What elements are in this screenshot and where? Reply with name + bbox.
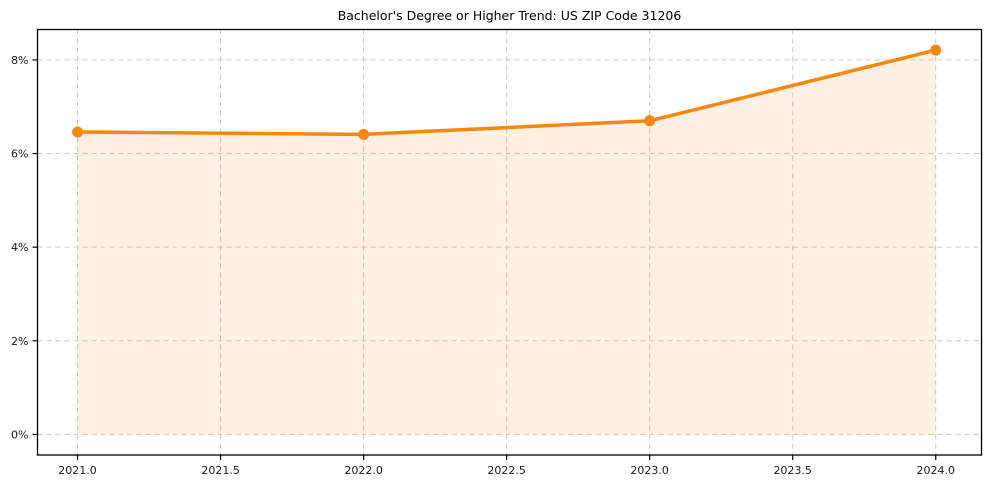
series-0-marker-1 [358,128,370,140]
series-0-marker-0 [72,126,84,138]
y-tick-label-3: 6% [11,148,28,161]
x-tick-label-6: 2024.0 [916,464,955,477]
series-0-marker-3 [930,44,942,56]
x-tick-label-3: 2022.5 [487,464,526,477]
series-0-line [75,48,938,137]
y-tick-label-4: 8% [11,54,28,67]
x-tick-label-5: 2023.5 [773,464,812,477]
series-0-marker-2 [644,115,656,127]
x-tick-label-0: 2021.0 [58,464,97,477]
x-tick-label-2: 2022.0 [344,464,383,477]
chart-title: Bachelor's Degree or Higher Trend: US ZI… [337,8,682,23]
y-tick-label-2: 4% [11,241,28,254]
series-0-area-fill [77,50,936,435]
x-tick-label-4: 2023.0 [630,464,669,477]
plot-frame [36,28,983,456]
y-tick-label-1: 2% [11,335,28,348]
x-tick-label-1: 2021.5 [201,464,240,477]
y-tick-label-0: 0% [11,428,28,441]
